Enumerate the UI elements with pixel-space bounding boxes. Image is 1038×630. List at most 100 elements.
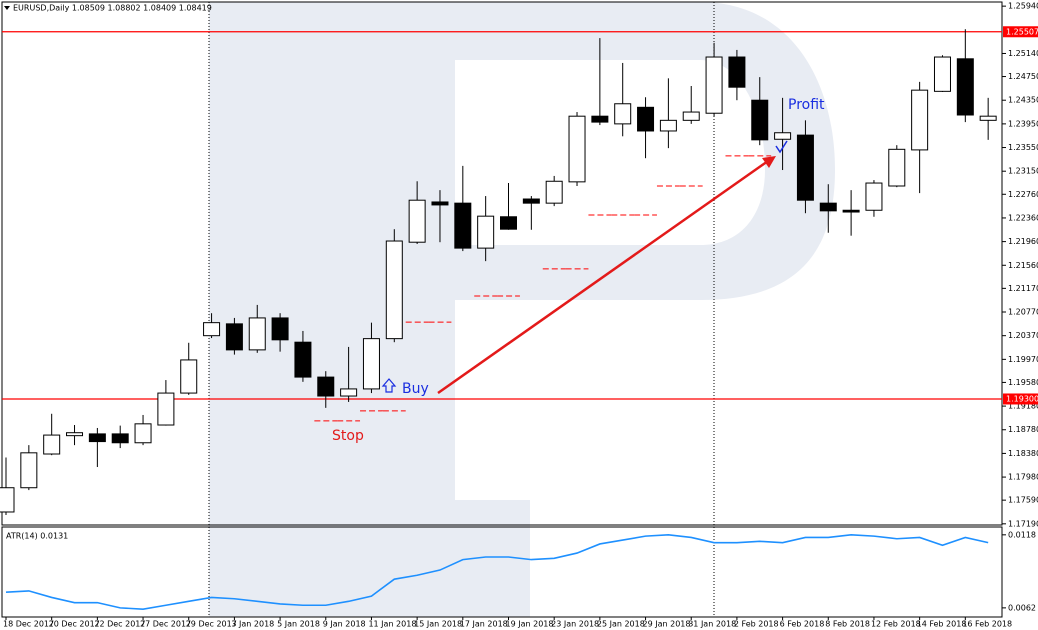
y-tick-label: 1.18380 (1008, 449, 1038, 458)
y-tick-label: 1.25940 (1008, 2, 1038, 11)
y-tick-label: 1.18780 (1008, 425, 1038, 434)
y-tick-label: 1.24350 (1008, 96, 1038, 105)
candle-body (477, 215, 495, 249)
candle-body (43, 434, 61, 455)
candle-body (705, 56, 723, 114)
candle-body (180, 359, 198, 394)
y2-tick-label: 0.0118 (1008, 530, 1036, 539)
candle-body (317, 376, 335, 397)
x-tick-label: 17 Jan 2018 (460, 620, 508, 629)
candle-body (865, 182, 883, 211)
candle-body (20, 452, 38, 489)
buy-arrow (381, 378, 397, 393)
buy-label: Buy (402, 381, 429, 397)
candle-body (431, 201, 449, 206)
title-marker (4, 6, 10, 10)
candle-body (157, 392, 175, 426)
trade-arrow (437, 159, 769, 395)
y-tick-label: 1.19970 (1008, 355, 1038, 364)
main-pane-frame (1, 1, 1003, 526)
y-tick-label: 1.17190 (1008, 519, 1038, 528)
y-tick-label: 1.21560 (1008, 261, 1038, 270)
indicator-line (5, 534, 989, 610)
x-tick-label: 12 Feb 2018 (871, 620, 921, 629)
candle-body (225, 323, 243, 351)
indicator-pane-frame (1, 526, 1003, 618)
candle-body (682, 111, 700, 121)
trade-arrowhead (762, 156, 776, 168)
candle-body (888, 148, 906, 187)
profit-label: Profit (788, 97, 825, 113)
candle-body (728, 56, 746, 88)
candle-body (614, 103, 632, 125)
candle-body (248, 317, 266, 351)
candle-body (568, 115, 586, 183)
y-tick-label: 1.20770 (1008, 308, 1038, 317)
candle-body (66, 432, 84, 437)
candle-body (500, 216, 517, 230)
candle-body (294, 341, 312, 378)
watermark-stem (209, 2, 455, 617)
x-tick-label: 29 Jan 2018 (643, 620, 691, 629)
y-tick-label: 1.20370 (1008, 331, 1038, 340)
candle-body (637, 106, 655, 132)
candle-body (385, 240, 403, 340)
y-tick-label: 1.23950 (1008, 119, 1038, 128)
candle-body (796, 134, 814, 201)
x-tick-label: 3 Jan 2018 (231, 620, 274, 629)
x-tick-label: 25 Jan 2018 (597, 620, 645, 629)
level-label: 1.25507 (1006, 27, 1038, 36)
candle-body (911, 89, 929, 151)
candle-body (203, 322, 221, 337)
y-tick-label: 1.22760 (1008, 190, 1038, 199)
candle-body (362, 338, 380, 390)
candle-body (88, 433, 106, 443)
y-tick-label: 1.19580 (1008, 378, 1038, 387)
candle-body (774, 132, 792, 140)
candle-body (134, 423, 152, 444)
x-tick-label: 5 Jan 2018 (277, 620, 320, 629)
candle-body (545, 180, 563, 204)
level-label: 1.19300 (1006, 394, 1038, 403)
y-tick-label: 1.23150 (1008, 167, 1038, 176)
x-tick-label: 2 Feb 2018 (734, 620, 779, 629)
candle-body (979, 115, 997, 121)
y-tick-label: 1.21170 (1008, 284, 1038, 293)
y-tick-label: 1.17590 (1008, 496, 1038, 505)
indicator-title: ATR(14) 0.0131 (6, 532, 68, 541)
level-label-box (1003, 393, 1038, 405)
x-tick-label: 23 Jan 2018 (551, 620, 599, 629)
x-tick-label: 27 Dec 2017 (140, 620, 191, 629)
chart-title: EURUSD,Daily 1.08509 1.08802 1.08409 1.0… (13, 4, 212, 13)
y-tick-label: 1.21960 (1008, 237, 1038, 246)
candle-body (340, 388, 358, 397)
y-tick-label: 1.24750 (1008, 72, 1038, 81)
x-tick-label: 20 Dec 2017 (49, 620, 100, 629)
x-tick-label: 19 Jan 2018 (506, 620, 554, 629)
candle-body (956, 58, 974, 116)
candle-body (522, 198, 540, 204)
x-tick-label: 11 Jan 2018 (368, 620, 416, 629)
x-tick-label: 6 Feb 2018 (780, 620, 825, 629)
x-tick-label: 16 Feb 2018 (962, 620, 1012, 629)
candle-body (751, 99, 769, 141)
x-tick-label: 8 Feb 2018 (825, 620, 870, 629)
candle-body (933, 56, 951, 92)
x-tick-label: 29 Dec 2017 (186, 620, 237, 629)
candle-body (408, 199, 426, 243)
x-tick-label: 31 Jan 2018 (688, 620, 736, 629)
candle-body (819, 202, 837, 212)
candle-body (842, 209, 860, 213)
candle-body (111, 433, 129, 444)
y-tick-label: 1.17980 (1008, 473, 1038, 482)
candle-body (454, 202, 472, 249)
x-tick-label: 18 Dec 2017 (3, 620, 54, 629)
profit-check (775, 140, 788, 154)
stop-label: Stop (332, 428, 364, 444)
candle-body (591, 115, 609, 123)
y2-tick-label: 0.0062 (1008, 603, 1036, 612)
candle-body (0, 487, 15, 513)
